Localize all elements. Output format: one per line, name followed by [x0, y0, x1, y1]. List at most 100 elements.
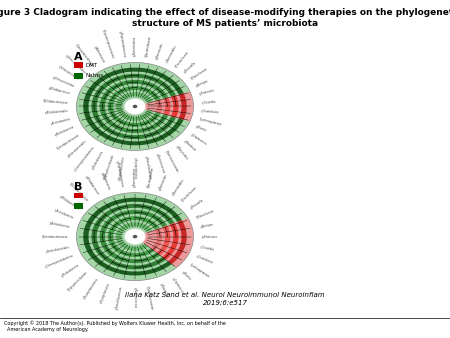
- Wedge shape: [83, 198, 182, 275]
- Text: o_Clostridiales: o_Clostridiales: [201, 108, 220, 114]
- Wedge shape: [145, 231, 154, 247]
- Text: g_Prevotella: g_Prevotella: [189, 198, 204, 211]
- Wedge shape: [91, 204, 175, 269]
- Text: f_Verrucomicrobiaceae: f_Verrucomicrobiaceae: [75, 43, 95, 68]
- Wedge shape: [150, 228, 162, 251]
- Text: Natms: Natms: [86, 73, 104, 78]
- Text: c_Clostridia: c_Clostridia: [200, 244, 215, 251]
- Wedge shape: [99, 210, 167, 263]
- Text: g_Roseburia: g_Roseburia: [183, 139, 197, 152]
- Text: f_Erysipelotrichaceae: f_Erysipelotrichaceae: [68, 271, 89, 292]
- Wedge shape: [148, 102, 154, 111]
- Text: f_Peptostreptococcaceae: f_Peptostreptococcaceae: [101, 29, 115, 60]
- Text: g_Akkermansia: g_Akkermansia: [100, 172, 111, 191]
- Text: p_Verrucomicrobia: p_Verrucomicrobia: [52, 75, 75, 88]
- Circle shape: [133, 235, 137, 238]
- Wedge shape: [108, 86, 161, 127]
- Text: c_Verrucomicrobiae: c_Verrucomicrobiae: [57, 64, 80, 81]
- Circle shape: [76, 193, 194, 281]
- Text: Copyright © 2018 The Author(s). Published by Wolters Kluwer Health, Inc. on beha: Copyright © 2018 The Author(s). Publishe…: [4, 320, 226, 332]
- Text: f_Lachnospiraceae: f_Lachnospiraceae: [199, 117, 223, 126]
- Wedge shape: [116, 92, 153, 121]
- Wedge shape: [163, 97, 171, 116]
- Text: p_Actinobacteria: p_Actinobacteria: [54, 125, 75, 137]
- Wedge shape: [156, 99, 162, 114]
- Text: B: B: [73, 183, 82, 192]
- Circle shape: [133, 105, 137, 108]
- Text: f_Ruminococcaceae: f_Ruminococcaceae: [146, 285, 155, 310]
- Bar: [73, 193, 83, 198]
- Wedge shape: [135, 92, 194, 121]
- Text: o_Bifidobacteriales: o_Bifidobacteriales: [45, 108, 69, 115]
- Text: g_Coprococcus: g_Coprococcus: [171, 277, 184, 295]
- Text: p_Firmicutes: p_Firmicutes: [199, 88, 216, 96]
- Text: f_Ruminococcaceae: f_Ruminococcaceae: [165, 150, 180, 173]
- Circle shape: [125, 229, 145, 244]
- Wedge shape: [135, 218, 194, 268]
- Wedge shape: [76, 193, 188, 281]
- Text: g_Bifidobacterium: g_Bifidobacterium: [48, 87, 71, 96]
- Text: p_Proteobacteria: p_Proteobacteria: [91, 150, 105, 170]
- Text: f_Prevotellaceae: f_Prevotellaceae: [175, 50, 190, 68]
- Text: g_Butyrivibrio: g_Butyrivibrio: [175, 145, 189, 161]
- Text: f_Enterobacteriaceae: f_Enterobacteriaceae: [42, 235, 68, 239]
- Text: o_Enterobacteriales: o_Enterobacteriales: [45, 244, 70, 253]
- Circle shape: [125, 99, 145, 114]
- Text: g_Alistipes: g_Alistipes: [200, 222, 214, 229]
- Text: f_Enterobacteriaceae: f_Enterobacteriaceae: [56, 132, 80, 150]
- Text: f_Bifidobacteriaceae: f_Bifidobacteriaceae: [68, 182, 89, 202]
- Text: c_Erysipelotrichia: c_Erysipelotrichia: [99, 282, 111, 304]
- Text: g_Ruminococcus: g_Ruminococcus: [133, 287, 137, 308]
- Text: f_Rikenellaceae: f_Rikenellaceae: [190, 67, 208, 81]
- Wedge shape: [156, 225, 171, 256]
- Text: g_Bifidobacterium: g_Bifidobacterium: [84, 175, 99, 196]
- Text: o_Enterobacteriales: o_Enterobacteriales: [66, 139, 87, 159]
- Text: f_Bacteroidaceae: f_Bacteroidaceae: [146, 166, 154, 188]
- Text: p_Firmicutes: p_Firmicutes: [202, 235, 217, 239]
- Text: c_Clostridia: c_Clostridia: [201, 99, 216, 104]
- Text: g_Peptostreptococcus: g_Peptostreptococcus: [115, 160, 124, 188]
- Text: f_Rikenellaceae: f_Rikenellaceae: [196, 208, 216, 219]
- Text: f_Bifidobacteriaceae: f_Bifidobacteriaceae: [43, 98, 69, 104]
- Bar: [73, 73, 83, 79]
- Text: g_Faecalibacterium: g_Faecalibacterium: [144, 155, 152, 180]
- Text: g_Coprococcus: g_Coprococcus: [190, 132, 207, 146]
- Text: f_Bacteroidaceae: f_Bacteroidaceae: [144, 35, 152, 57]
- Wedge shape: [108, 216, 160, 257]
- Text: o_Verrucomicrobiales: o_Verrucomicrobiales: [65, 53, 87, 74]
- Text: A: A: [73, 52, 82, 62]
- Text: o_Bifidobacteriales: o_Bifidobacteriales: [58, 194, 81, 211]
- Wedge shape: [162, 223, 179, 260]
- Wedge shape: [99, 80, 168, 133]
- Text: o_Clostridiales: o_Clostridiales: [196, 254, 214, 265]
- Text: p_Bacteroidetes: p_Bacteroidetes: [133, 166, 137, 187]
- Text: g_Roseburia: g_Roseburia: [159, 282, 168, 298]
- Text: f_Prevotellaceae: f_Prevotellaceae: [181, 185, 198, 202]
- Text: g_Blautia: g_Blautia: [181, 271, 192, 282]
- Text: c_Gammaproteobacteria: c_Gammaproteobacteria: [44, 254, 74, 269]
- Circle shape: [76, 63, 194, 150]
- Wedge shape: [168, 220, 187, 264]
- Text: o_Erysipelotrichales: o_Erysipelotrichales: [118, 155, 126, 181]
- Text: g_Alistipes: g_Alistipes: [195, 79, 209, 88]
- Text: g_Peptostreptococcus: g_Peptostreptococcus: [117, 30, 126, 57]
- Wedge shape: [83, 68, 184, 145]
- Text: g_Blautia: g_Blautia: [195, 125, 207, 133]
- Text: c_Erysipelotrichia: c_Erysipelotrichia: [133, 156, 137, 179]
- Text: g_Bacteroides: g_Bacteroides: [155, 42, 164, 60]
- Text: g_Ruminococcus: g_Ruminococcus: [155, 153, 165, 174]
- Text: f_Erysipelotrichaceae: f_Erysipelotrichaceae: [103, 153, 115, 180]
- Text: o_Erysipelotrichales: o_Erysipelotrichales: [82, 277, 99, 300]
- Text: f_Lachnospiraceae: f_Lachnospiraceae: [189, 263, 211, 279]
- Wedge shape: [116, 222, 152, 251]
- Text: c_Actinobacteria: c_Actinobacteria: [50, 117, 71, 126]
- Text: g_Bacteroides: g_Bacteroides: [159, 173, 169, 191]
- Wedge shape: [91, 74, 176, 139]
- Text: o_Bacteroidales: o_Bacteroidales: [165, 44, 178, 63]
- Text: Figure 3 Cladogram indicating the effect of disease-modifying therapies on the p: Figure 3 Cladogram indicating the effect…: [0, 8, 450, 28]
- Text: o_Bacteroidales: o_Bacteroidales: [171, 177, 184, 196]
- Text: DMT: DMT: [86, 63, 98, 68]
- Wedge shape: [171, 95, 179, 118]
- Text: p_Proteobacteria: p_Proteobacteria: [61, 263, 81, 278]
- Text: p_Actinobacteria: p_Actinobacteria: [49, 221, 70, 229]
